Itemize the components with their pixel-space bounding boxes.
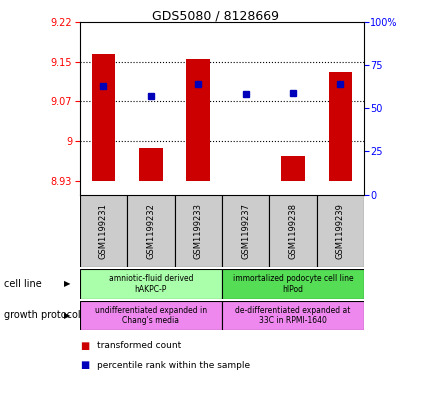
Text: GSM1199238: GSM1199238 xyxy=(288,203,297,259)
Bar xyxy=(269,195,316,267)
Text: ▶: ▶ xyxy=(63,311,70,320)
Bar xyxy=(221,195,269,267)
Bar xyxy=(138,148,162,181)
Text: ▶: ▶ xyxy=(63,279,70,288)
Text: percentile rank within the sample: percentile rank within the sample xyxy=(97,361,249,370)
Text: GSM1199237: GSM1199237 xyxy=(241,203,249,259)
Text: ■: ■ xyxy=(80,341,89,351)
Text: GSM1199233: GSM1199233 xyxy=(194,203,202,259)
Bar xyxy=(221,301,363,330)
Text: GSM1199239: GSM1199239 xyxy=(335,203,344,259)
Bar xyxy=(316,195,363,267)
Bar xyxy=(80,269,221,299)
Bar xyxy=(80,195,127,267)
Bar xyxy=(80,301,221,330)
Text: transformed count: transformed count xyxy=(97,342,181,350)
Text: ■: ■ xyxy=(80,360,89,371)
Bar xyxy=(91,53,115,181)
Text: GSM1199231: GSM1199231 xyxy=(99,203,108,259)
Bar xyxy=(174,195,221,267)
Text: GSM1199232: GSM1199232 xyxy=(146,203,155,259)
Text: de-differentiated expanded at
33C in RPMI-1640: de-differentiated expanded at 33C in RPM… xyxy=(235,306,350,325)
Text: cell line: cell line xyxy=(4,279,42,289)
Text: immortalized podocyte cell line
hIPod: immortalized podocyte cell line hIPod xyxy=(232,274,353,294)
Bar xyxy=(221,269,363,299)
Bar xyxy=(127,195,174,267)
Bar xyxy=(186,59,209,181)
Text: growth protocol: growth protocol xyxy=(4,310,81,320)
Text: amniotic-fluid derived
hAKPC-P: amniotic-fluid derived hAKPC-P xyxy=(108,274,193,294)
Text: undifferentiated expanded in
Chang's media: undifferentiated expanded in Chang's med… xyxy=(95,306,206,325)
Bar xyxy=(328,72,351,181)
Bar xyxy=(280,156,304,181)
Text: GDS5080 / 8128669: GDS5080 / 8128669 xyxy=(152,10,278,23)
